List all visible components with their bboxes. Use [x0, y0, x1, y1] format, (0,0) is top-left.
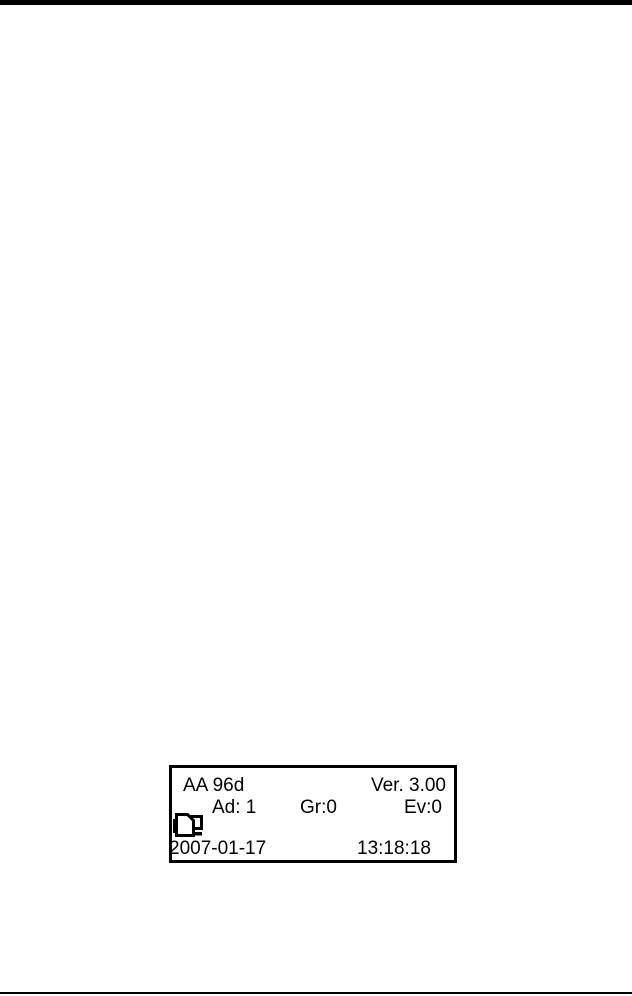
page-bottom-rule	[0, 992, 632, 994]
lcd-content: AA 96d Ver. 3.00 Ad: 1 Gr:0 Ev:0 2007-01…	[169, 768, 454, 860]
document-icon	[175, 813, 195, 837]
time-text: 13:18:18	[357, 838, 431, 859]
device-model-text: AA 96d	[183, 775, 245, 796]
lcd-display: AA 96d Ver. 3.00 Ad: 1 Gr:0 Ev:0 2007-01…	[169, 765, 457, 863]
events-value-text: Ev:0	[403, 797, 442, 818]
page-top-rule	[0, 0, 632, 5]
address-value-text: Ad: 1	[212, 797, 257, 818]
group-value-text: Gr:0	[300, 797, 337, 818]
date-text: 2007-01-17	[169, 838, 267, 859]
firmware-version-text: Ver. 3.00	[370, 775, 446, 796]
